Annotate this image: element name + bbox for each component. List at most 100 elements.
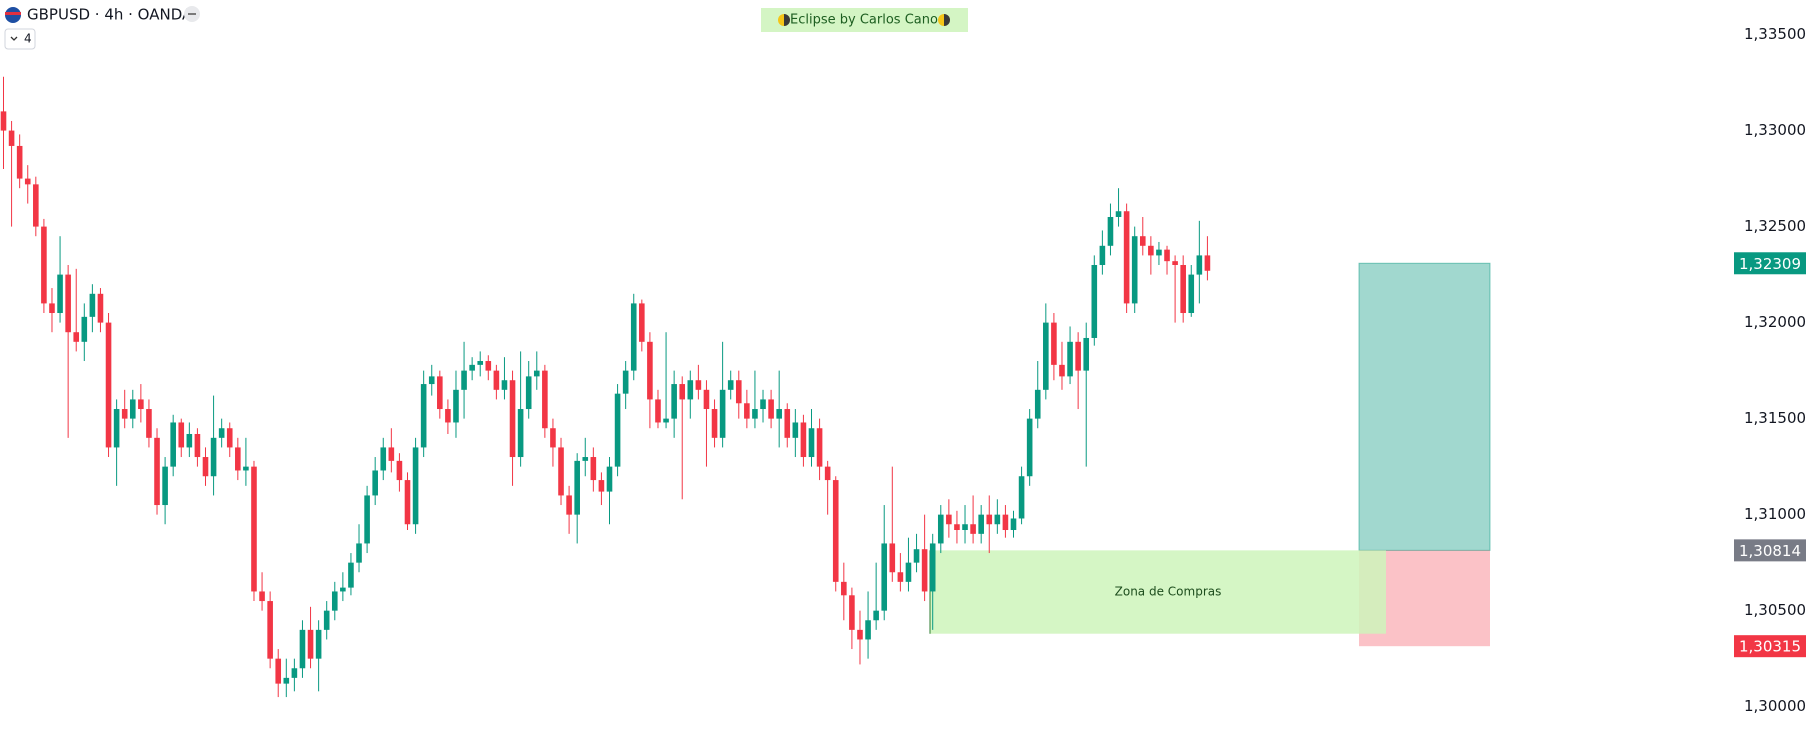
candle-body <box>639 303 645 342</box>
candle-body <box>259 591 265 602</box>
candle-body <box>299 629 306 669</box>
candle-body <box>509 380 516 458</box>
candle-body <box>267 601 273 659</box>
candle-body <box>517 409 524 458</box>
candle-body <box>453 389 459 423</box>
candle-body <box>784 409 791 438</box>
candle-body <box>647 341 653 400</box>
candle-body <box>1156 249 1162 256</box>
candle-body <box>711 409 718 438</box>
candle-body <box>251 466 257 592</box>
candle-body <box>1107 216 1114 246</box>
y-tick-label: 1,32500 <box>1744 217 1806 235</box>
candle-body <box>776 409 782 419</box>
candle-body <box>1115 211 1122 217</box>
candle-body <box>832 480 839 582</box>
candle-body <box>49 303 55 314</box>
candle-body <box>1043 322 1049 390</box>
candle-body <box>768 399 774 419</box>
candle-body <box>477 361 484 365</box>
candle-body <box>970 524 976 534</box>
price-label-box <box>1734 635 1806 658</box>
candle-body <box>1059 364 1065 377</box>
candle-body <box>606 466 613 492</box>
candle-body <box>663 418 669 423</box>
candle-body <box>986 514 993 525</box>
candle-body <box>1172 261 1178 266</box>
candle-body <box>994 514 1001 525</box>
candle-body <box>186 433 193 448</box>
candle-body <box>121 409 128 419</box>
candle-body <box>687 380 694 400</box>
indicator-toggle[interactable] <box>4 28 36 50</box>
candle-body <box>873 610 879 621</box>
candle-body <box>315 629 322 659</box>
candle-body <box>1180 265 1186 314</box>
candle-body <box>1083 337 1090 371</box>
candle-body <box>1196 255 1203 275</box>
candle-body <box>8 130 15 146</box>
candle-body <box>1026 418 1033 477</box>
candle-body <box>461 370 467 390</box>
price-label-box <box>1734 252 1806 275</box>
candle-body <box>372 470 378 496</box>
candle-body <box>1018 476 1025 519</box>
candle-body <box>865 620 871 640</box>
candle-body <box>566 495 572 515</box>
candle-body <box>218 428 225 438</box>
candle-body <box>57 274 63 314</box>
candle-body <box>1204 255 1211 271</box>
candle-body <box>905 562 912 582</box>
moon-shade <box>784 14 790 26</box>
candle-body <box>1188 274 1195 314</box>
candle-body <box>138 399 144 410</box>
candle-body <box>655 399 661 423</box>
candle-body <box>210 437 217 477</box>
candle-body <box>331 591 338 611</box>
candle-body <box>582 457 589 461</box>
candle-body <box>622 370 629 394</box>
candle-body <box>1075 341 1081 371</box>
candle-body <box>420 384 427 448</box>
annotation-text: Eclipse by Carlos Cano <box>790 13 938 28</box>
candle-body <box>291 668 298 678</box>
candle-body <box>614 393 621 467</box>
annotation-background <box>761 8 968 32</box>
candle-body <box>558 447 564 496</box>
y-tick-label: 1,30000 <box>1744 697 1806 715</box>
candle-body <box>703 389 710 410</box>
candle-body <box>16 145 23 179</box>
y-tick-label: 1,32000 <box>1744 313 1806 331</box>
candle-body <box>792 422 799 438</box>
candle-body <box>929 543 936 592</box>
price-label: 1,30315 <box>1739 638 1801 656</box>
price-label: 1,32309 <box>1739 255 1801 273</box>
candle-body <box>841 581 847 596</box>
candle-body <box>630 303 637 371</box>
candle-body <box>962 524 968 531</box>
annotation-box: Eclipse by Carlos Cano <box>761 8 968 32</box>
candle-body <box>857 629 863 640</box>
moon-shade <box>944 14 950 26</box>
candle-body <box>1099 245 1106 266</box>
candle-body <box>493 370 500 390</box>
candle-body <box>800 422 807 458</box>
candle-body <box>41 226 47 304</box>
candle-body <box>752 409 758 419</box>
candle-body <box>89 293 96 317</box>
candle-body <box>202 457 209 477</box>
candle-body <box>735 380 742 404</box>
plot-layer: Zona de Compras <box>0 76 1491 698</box>
candle-body <box>243 466 249 471</box>
candle-body <box>1034 389 1041 419</box>
candle-body <box>226 428 233 448</box>
y-tick-label: 1,31500 <box>1744 409 1806 427</box>
candle-body <box>113 409 120 448</box>
candle-body <box>388 447 395 461</box>
candle-body <box>404 480 411 525</box>
candle-body <box>485 361 492 371</box>
candle-body <box>356 543 362 563</box>
candle-body <box>33 184 39 227</box>
price-label: 1,30814 <box>1739 542 1801 560</box>
candle-body <box>1091 265 1098 338</box>
